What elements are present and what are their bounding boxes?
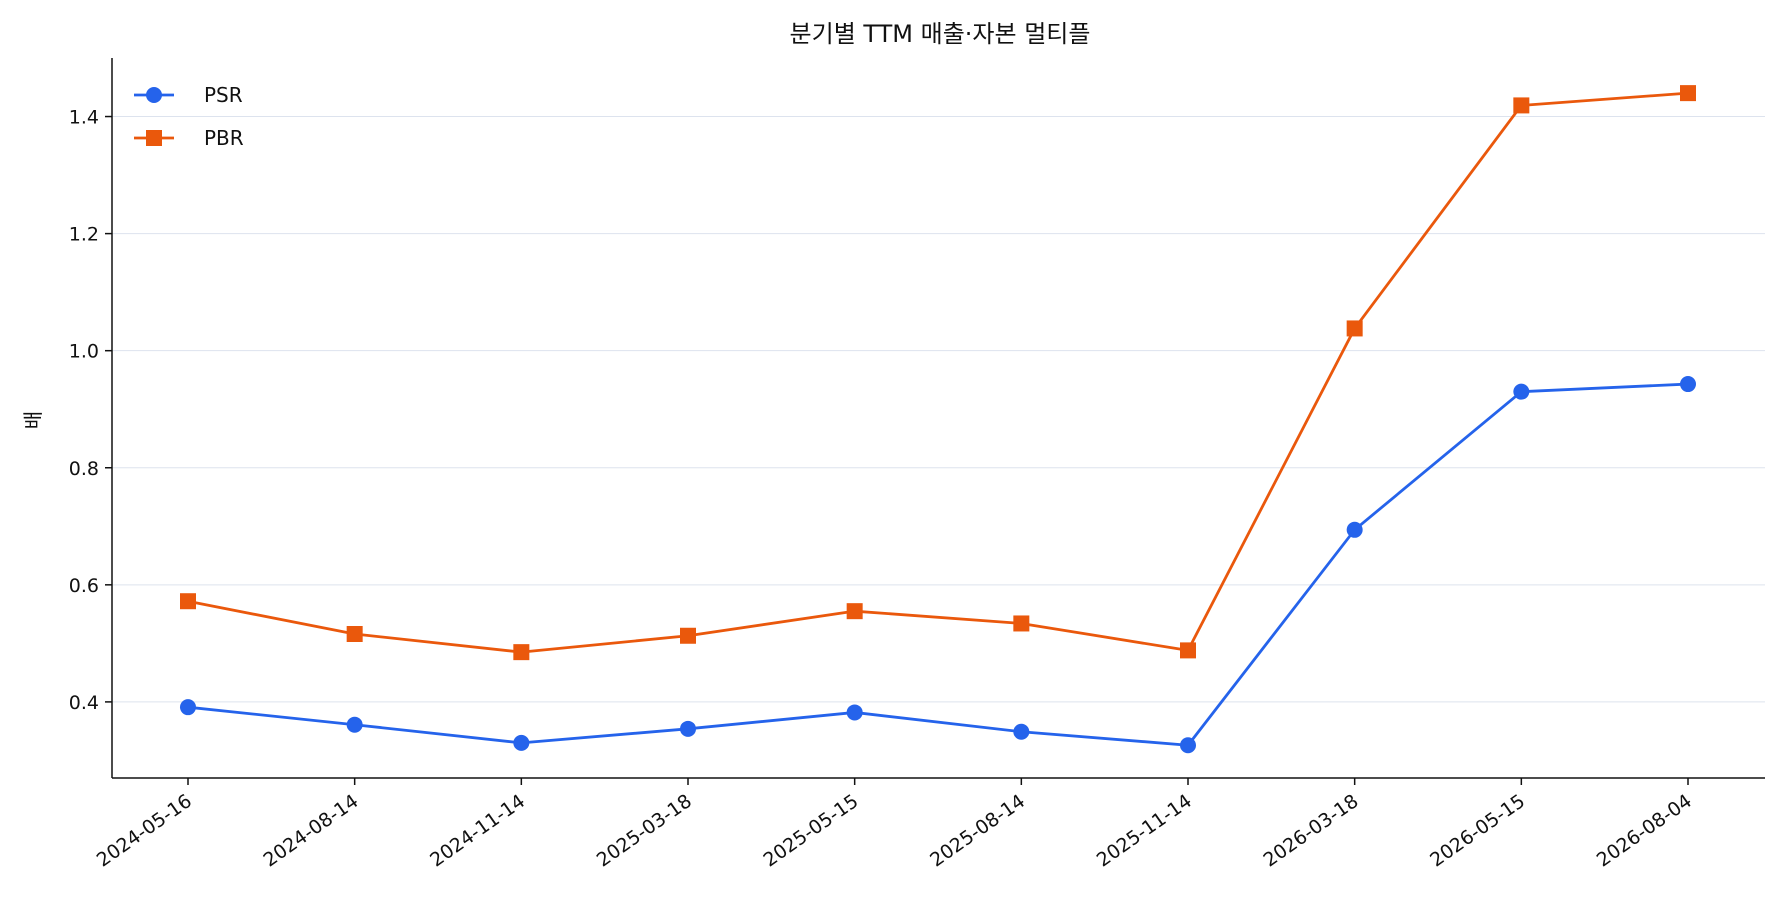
series-layer <box>180 85 1696 754</box>
x-tick-label: 2025-08-14 <box>926 790 1029 871</box>
data-point-psr <box>1013 723 1030 740</box>
legend: PSR PBR <box>134 83 244 150</box>
x-tick-label: 2024-08-14 <box>259 790 362 871</box>
x-tick-label: 2025-03-18 <box>593 790 696 871</box>
x-tick-label: 2026-08-04 <box>1593 790 1696 871</box>
x-tick-label: 2026-05-15 <box>1426 790 1529 871</box>
data-point-pbr <box>1013 615 1030 632</box>
x-tick-label: 2024-05-16 <box>93 790 196 871</box>
data-point-psr <box>180 699 196 716</box>
data-point-psr <box>846 704 863 721</box>
legend-marker-psr <box>146 87 162 103</box>
y-tick-label: 1.0 <box>69 341 99 363</box>
x-tick-label: 2025-05-15 <box>759 790 862 871</box>
y-tick-label: 0.8 <box>69 458 99 480</box>
x-tick-label: 2025-11-14 <box>1093 790 1196 871</box>
data-point-pbr <box>1680 85 1696 102</box>
data-point-psr <box>1680 376 1696 393</box>
data-point-pbr <box>1180 642 1196 659</box>
data-point-pbr <box>846 603 863 620</box>
data-point-pbr <box>180 593 196 610</box>
data-point-psr <box>346 716 363 733</box>
data-point-psr <box>1180 737 1196 754</box>
data-point-psr <box>680 720 696 737</box>
series-line-pbr <box>186 91 1690 654</box>
series-line-psr <box>186 382 1690 747</box>
legend-marker-pbr <box>146 130 162 146</box>
chart-title: 분기별 TTM 매출·자본 멀티플 <box>790 20 1091 48</box>
data-point-psr <box>1346 521 1363 538</box>
y-tick-label: 0.6 <box>69 575 99 597</box>
data-point-pbr <box>1346 320 1363 337</box>
data-point-pbr <box>1513 97 1530 114</box>
data-point-psr <box>513 734 530 751</box>
x-tick-label: 2026-03-18 <box>1259 790 1362 871</box>
y-tick-label: 0.4 <box>69 692 99 714</box>
data-point-pbr <box>680 627 696 644</box>
y-tick-label: 1.2 <box>69 224 99 246</box>
data-point-pbr <box>346 626 363 642</box>
axis-layer: 0.4 0.6 0.8 1.0 1.2 1.4 2024-05-16 2024-08-14 20… <box>69 58 1765 871</box>
grid-layer <box>112 116 1765 703</box>
legend-label-psr: PSR <box>204 83 243 107</box>
y-axis-label: 배 <box>21 411 45 429</box>
legend-label-pbr: PBR <box>204 126 244 150</box>
data-point-psr <box>1513 383 1530 400</box>
y-tick-label: 1.4 <box>69 107 99 129</box>
data-point-pbr <box>513 644 530 661</box>
x-tick-label: 2024-11-14 <box>426 790 529 871</box>
